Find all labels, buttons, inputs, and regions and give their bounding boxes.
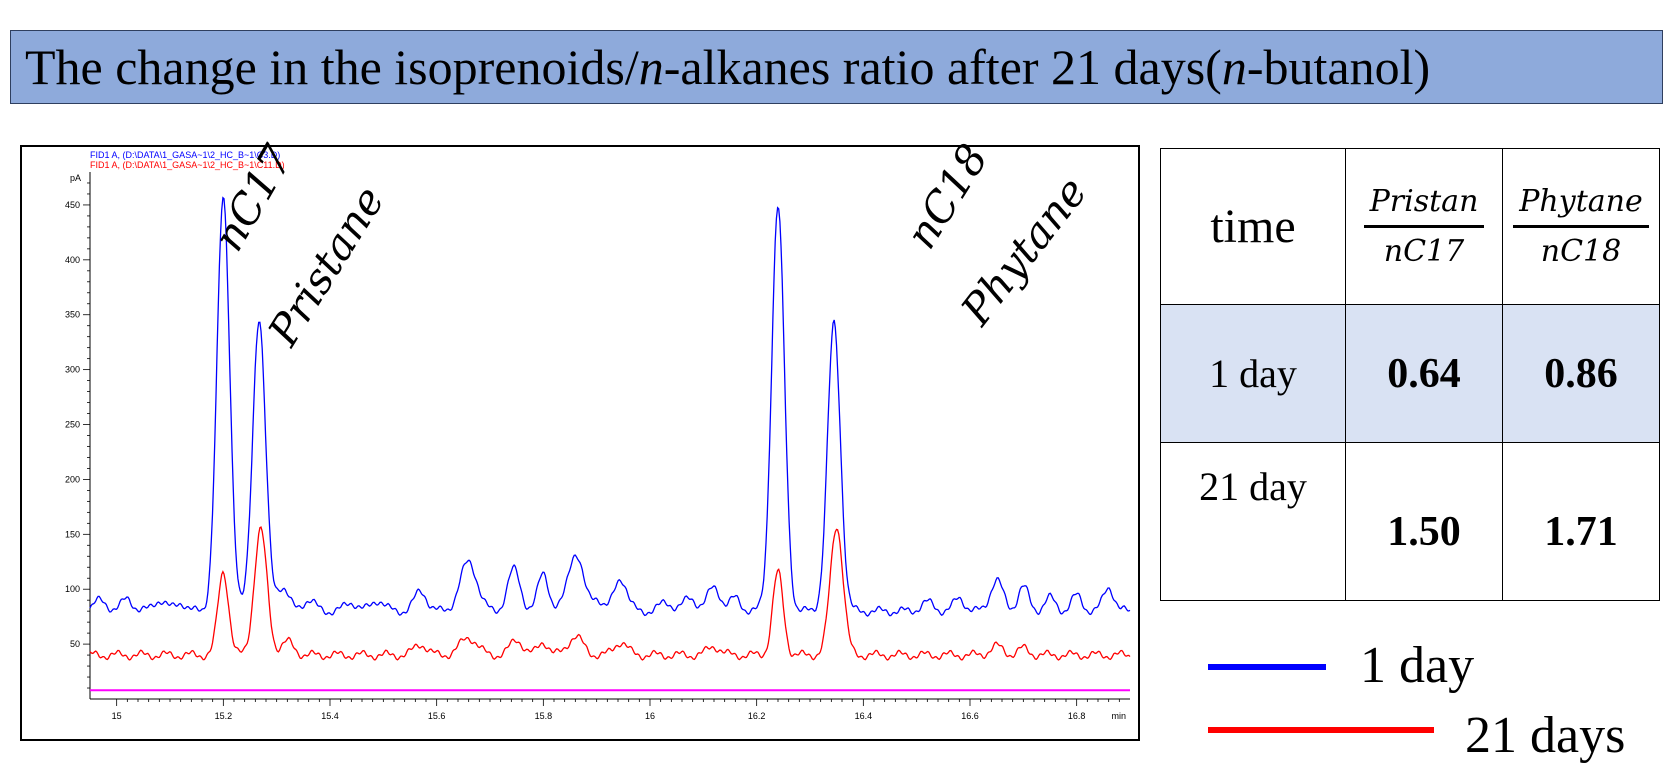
legend-swatch-21-days	[1208, 727, 1434, 733]
legend-label-21-days: 21 days	[1465, 707, 1626, 764]
title-part-3: -butanol)	[1246, 39, 1431, 95]
row-time-cell: 21 day	[1160, 442, 1346, 601]
phytane-nc18-fraction: Phytane nC18	[1513, 184, 1649, 269]
x-tick-label: 16	[645, 711, 655, 721]
x-axis-label: min	[1111, 711, 1126, 721]
title-italic-n-1: n	[638, 39, 664, 95]
row-pristane-cell: 0.64	[1345, 304, 1503, 443]
y-tick-label: 150	[65, 529, 80, 539]
row-pristane-value: 1.50	[1387, 508, 1461, 555]
row-time-label: 1 day	[1209, 351, 1297, 396]
legend-swatch-1-day	[1208, 664, 1326, 670]
fraction-numerator-phytane: Phytane	[1513, 184, 1649, 228]
legend-label-1-day: 1 day	[1360, 637, 1475, 694]
y-tick-label: 50	[70, 639, 80, 649]
row-pristane-value: 0.64	[1387, 350, 1461, 397]
y-tick-label: 300	[65, 365, 80, 375]
title-italic-n-2: n	[1221, 39, 1247, 95]
header-time-cell: time	[1160, 148, 1346, 305]
y-tick-label: 100	[65, 584, 80, 594]
x-tick-label: 15	[112, 711, 122, 721]
header-time-label: time	[1210, 200, 1296, 253]
row-time-label: 21 day	[1199, 464, 1307, 509]
series-line-1-day	[89, 196, 1131, 617]
chromatogram-chart: FID1 A, (D:\DATA\1_GASA~1\2_HC_B~1\C3.D)…	[65, 150, 1131, 721]
y-tick-label: 350	[65, 310, 80, 320]
title-bar: The change in the isoprenoids/n-alkanes …	[10, 30, 1663, 104]
row-phytane-value: 0.86	[1544, 350, 1618, 397]
y-tick-label: 450	[65, 200, 80, 210]
y-tick-label: 200	[65, 474, 80, 484]
pristane-nc17-fraction: Pristan nC17	[1363, 184, 1485, 269]
y-tick-label: 400	[65, 255, 80, 265]
x-tick-label: 16.2	[748, 711, 766, 721]
ratio-table: time Pristan nC17 Phytane nC18 1 day 0.6…	[1160, 148, 1660, 601]
chromatogram-frame: FID1 A, (D:\DATA\1_GASA~1\2_HC_B~1\C3.D)…	[20, 145, 1140, 741]
series-line-21-days	[89, 526, 1131, 661]
x-tick-label: 16.8	[1068, 711, 1086, 721]
row-phytane-value: 1.71	[1544, 508, 1618, 555]
chart-header-line-1: FID1 A, (D:\DATA\1_GASA~1\2_HC_B~1\C3.D)	[90, 150, 280, 160]
x-tick-label: 16.4	[855, 711, 873, 721]
table-header-row: time Pristan nC17 Phytane nC18	[1160, 148, 1660, 305]
fraction-denominator-nc18: nC18	[1540, 234, 1622, 269]
x-tick-label: 15.2	[215, 711, 233, 721]
fraction-numerator-pristan: Pristan	[1363, 184, 1485, 228]
title-part-2: -alkanes ratio after 21 days(	[663, 39, 1222, 95]
slide-title: The change in the isoprenoids/n-alkanes …	[25, 39, 1430, 95]
x-tick-label: 16.6	[961, 711, 979, 721]
header-pristane-ratio-cell: Pristan nC17	[1345, 148, 1503, 305]
x-tick-label: 15.4	[321, 711, 339, 721]
table-row: 1 day 0.64 0.86	[1160, 304, 1660, 443]
x-tick-label: 15.6	[428, 711, 446, 721]
y-axis-label: pA	[70, 173, 81, 183]
y-tick-label: 250	[65, 420, 80, 430]
table-row: 21 day 1.50 1.71	[1160, 442, 1660, 601]
row-pristane-cell: 1.50	[1345, 442, 1503, 601]
row-time-cell: 1 day	[1160, 304, 1346, 443]
row-phytane-cell: 0.86	[1502, 304, 1660, 443]
chart-header-line-2: FID1 A, (D:\DATA\1_GASA~1\2_HC_B~1\C11.D…	[90, 160, 285, 170]
fraction-denominator-nc17: nC17	[1383, 234, 1465, 269]
row-phytane-cell: 1.71	[1502, 442, 1660, 601]
x-tick-label: 15.8	[535, 711, 553, 721]
title-part-1: The change in the isoprenoids/	[25, 39, 639, 95]
header-phytane-ratio-cell: Phytane nC18	[1502, 148, 1660, 305]
